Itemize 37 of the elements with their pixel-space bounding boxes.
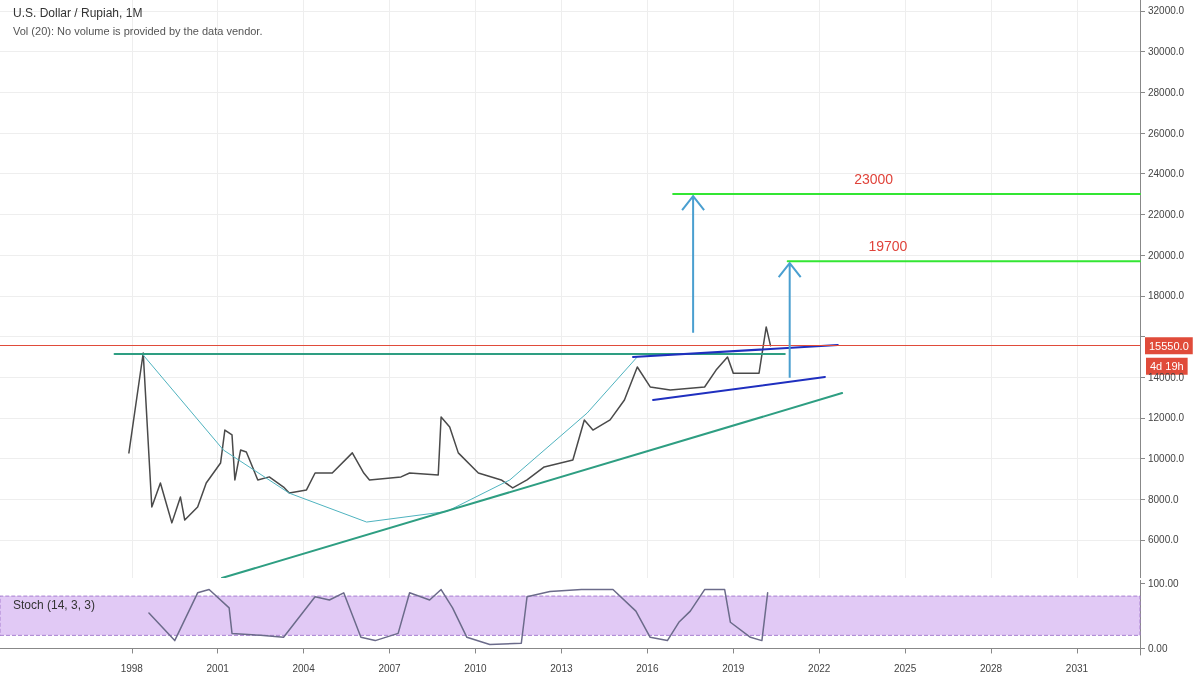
text: Stoch (14, 3, 3) (13, 598, 96, 612)
x-tick-label: 2016 (636, 662, 659, 674)
x-tick-label: 2019 (722, 662, 745, 674)
text: 4d 19h (1150, 360, 1184, 373)
annotation: 19700 (868, 238, 908, 255)
y-tick-label: 32000.0 (1148, 5, 1185, 17)
line-series (142, 354, 638, 523)
text: U.S. Dollar / Rupiah, 1M (13, 6, 143, 20)
y-tick-label: 28000.0 (1148, 86, 1185, 98)
x-tick-label: 2004 (292, 662, 316, 674)
y-tick-label: 10000.0 (1148, 453, 1185, 465)
y-tick-label: 8000.0 (1148, 493, 1180, 505)
text: Vol (20): No volume is provided by the data vendor. (13, 24, 263, 37)
line-series (128, 326, 772, 524)
y-tick-label: 12000.0 (1148, 412, 1185, 424)
line-series (148, 588, 769, 646)
x-tick-label: 2022 (808, 662, 831, 674)
x-tick-label: 2031 (1065, 662, 1089, 674)
x-tick-label: 2010 (464, 662, 488, 674)
x-tick-label: 2007 (378, 662, 402, 674)
y-tick-label: 24000.0 (1148, 168, 1185, 180)
x-tick-label: 1998 (120, 662, 144, 674)
x-tick-label: 2028 (979, 662, 1003, 674)
x-tick-label: 2001 (206, 662, 230, 674)
annotation: 23000 (854, 171, 894, 188)
x-tick-label: 2025 (894, 662, 917, 674)
y-tick-label: 30000.0 (1148, 46, 1185, 58)
x-tick-label: 2013 (550, 662, 573, 674)
y-tick-label: 22000.0 (1148, 208, 1185, 220)
y-tick-label: 18000.0 (1148, 290, 1185, 302)
y-tick-label: 14000.0 (1148, 371, 1185, 383)
y-tick-label: 6000.0 (1148, 534, 1180, 546)
y-tick-label: 100.00 (1148, 577, 1180, 589)
y-tick-label: 20000.0 (1148, 249, 1185, 261)
y-tick-label: 0.00 (1148, 642, 1168, 654)
y-tick-label: 26000.0 (1148, 127, 1185, 139)
ref-line-label: 15550.0 (1149, 339, 1189, 352)
